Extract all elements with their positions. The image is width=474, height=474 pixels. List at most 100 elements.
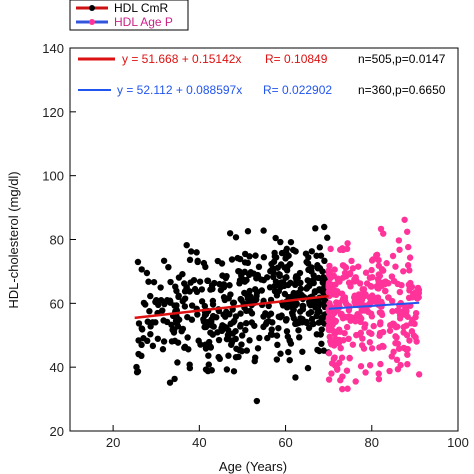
data-point bbox=[138, 325, 145, 332]
data-point bbox=[260, 313, 267, 320]
data-point bbox=[184, 334, 191, 341]
data-point bbox=[337, 344, 344, 352]
legend-marker-age-p bbox=[89, 19, 95, 25]
data-point bbox=[393, 356, 401, 364]
data-point bbox=[387, 321, 394, 329]
data-point bbox=[335, 339, 343, 347]
data-point bbox=[244, 292, 251, 300]
data-point bbox=[283, 328, 291, 335]
data-point bbox=[243, 307, 250, 315]
data-point bbox=[226, 282, 233, 289]
data-point bbox=[360, 306, 368, 314]
data-point bbox=[241, 268, 248, 276]
data-point bbox=[171, 375, 178, 383]
data-point bbox=[279, 302, 287, 309]
data-point bbox=[243, 276, 250, 284]
data-point bbox=[325, 279, 333, 286]
data-point bbox=[316, 244, 324, 251]
x-axis: 20 40 60 80 100 bbox=[106, 425, 469, 450]
data-point bbox=[331, 266, 338, 273]
data-point bbox=[283, 315, 290, 323]
data-point bbox=[369, 293, 377, 301]
data-point bbox=[275, 313, 282, 320]
data-point bbox=[368, 313, 376, 320]
data-point bbox=[143, 269, 151, 277]
data-point bbox=[293, 318, 300, 326]
data-point bbox=[283, 245, 291, 253]
data-point bbox=[306, 282, 313, 290]
data-point bbox=[410, 332, 418, 339]
data-point bbox=[328, 341, 335, 348]
data-point bbox=[366, 362, 374, 369]
data-point bbox=[157, 284, 164, 291]
data-point bbox=[369, 256, 377, 263]
data-point bbox=[236, 255, 244, 263]
data-point bbox=[325, 323, 332, 330]
data-point bbox=[376, 332, 383, 339]
data-point bbox=[403, 228, 411, 235]
data-point bbox=[315, 274, 322, 282]
data-point bbox=[232, 234, 240, 241]
data-point bbox=[304, 364, 312, 372]
data-point bbox=[174, 359, 181, 366]
data-point bbox=[376, 272, 384, 280]
data-point bbox=[292, 374, 299, 381]
data-point bbox=[305, 266, 312, 274]
legend-marker-cmr bbox=[89, 5, 95, 11]
series-hdl-cmr-points bbox=[133, 223, 332, 405]
data-point bbox=[271, 288, 279, 295]
data-point bbox=[282, 254, 290, 261]
data-point bbox=[183, 241, 190, 249]
data-point bbox=[191, 285, 199, 293]
data-point bbox=[205, 361, 212, 368]
data-point bbox=[171, 337, 179, 345]
data-point bbox=[294, 274, 301, 282]
data-point bbox=[344, 240, 351, 247]
data-point bbox=[255, 263, 263, 271]
data-point bbox=[246, 287, 253, 295]
data-point bbox=[395, 345, 403, 352]
data-point bbox=[229, 337, 236, 344]
data-point bbox=[404, 360, 411, 368]
y-axis-title: HDL-cholesterol (mg/dl) bbox=[6, 171, 21, 308]
data-point bbox=[243, 319, 250, 327]
data-point bbox=[165, 263, 172, 271]
r-value-age-p: R= 0.022902 bbox=[263, 83, 332, 97]
data-point bbox=[340, 262, 347, 269]
data-point bbox=[378, 311, 386, 319]
data-point bbox=[166, 297, 174, 304]
data-point bbox=[272, 234, 279, 242]
data-point bbox=[209, 285, 216, 293]
data-point bbox=[306, 298, 313, 305]
data-point bbox=[381, 281, 388, 288]
data-point bbox=[236, 280, 243, 287]
data-point bbox=[289, 246, 297, 254]
data-point bbox=[181, 344, 188, 351]
data-point bbox=[375, 262, 382, 269]
data-point bbox=[352, 274, 359, 281]
data-point bbox=[286, 260, 294, 268]
data-point bbox=[404, 345, 411, 353]
data-point bbox=[310, 272, 317, 279]
data-point bbox=[160, 338, 168, 345]
data-point bbox=[250, 270, 258, 277]
data-point bbox=[318, 326, 325, 333]
data-point bbox=[181, 303, 189, 310]
data-point bbox=[273, 332, 281, 339]
data-point bbox=[375, 370, 382, 377]
data-point bbox=[244, 228, 252, 235]
data-point bbox=[147, 323, 154, 330]
data-point bbox=[237, 310, 244, 317]
data-point bbox=[159, 346, 167, 353]
data-point bbox=[147, 292, 154, 300]
data-point bbox=[362, 269, 370, 276]
data-point bbox=[404, 262, 412, 269]
data-point bbox=[315, 299, 322, 307]
y-tick-label: 20 bbox=[50, 424, 64, 439]
data-point bbox=[368, 345, 376, 352]
data-point bbox=[297, 285, 305, 293]
data-point bbox=[218, 260, 226, 267]
regression-line-cmr bbox=[134, 294, 329, 320]
data-point bbox=[326, 300, 333, 307]
data-point bbox=[209, 312, 217, 320]
